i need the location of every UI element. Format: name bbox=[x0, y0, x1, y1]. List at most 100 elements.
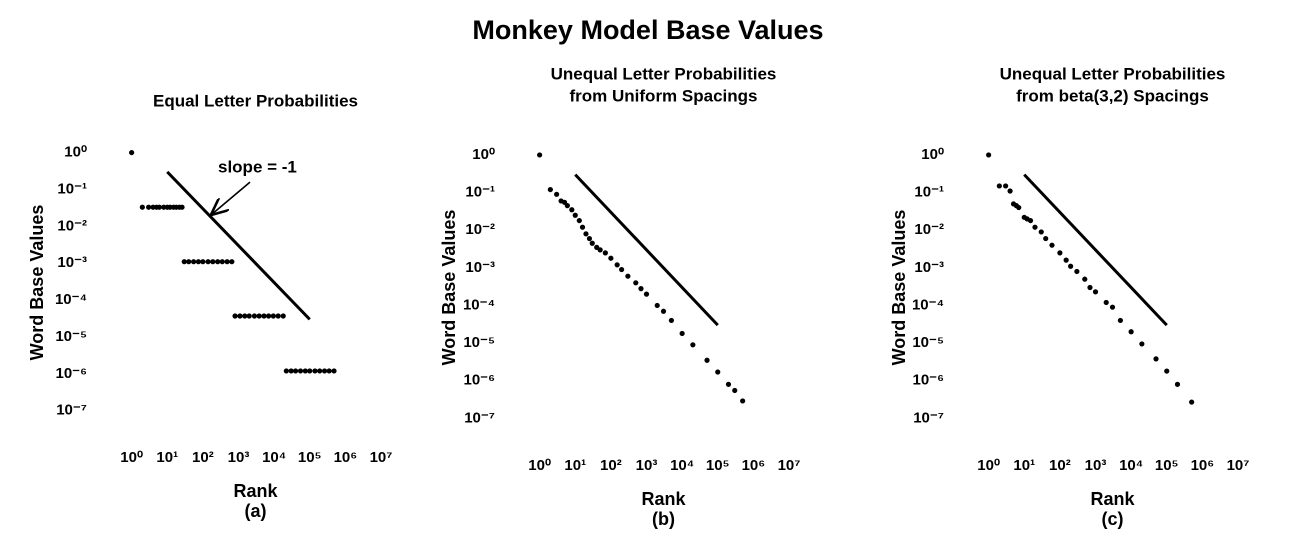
y-tick-label: 10⁻⁴ bbox=[55, 291, 87, 308]
point bbox=[1074, 268, 1080, 275]
point bbox=[156, 204, 162, 210]
point bbox=[179, 204, 185, 210]
point bbox=[283, 368, 289, 374]
y-tick-label: 10⁻¹ bbox=[465, 184, 495, 201]
x-tick-label: 10³ bbox=[636, 457, 658, 474]
point bbox=[1082, 276, 1088, 282]
panel-title: Unequal Letter Probabilities bbox=[551, 64, 777, 83]
y-tick-label: 10⁻² bbox=[465, 221, 495, 238]
point bbox=[280, 313, 286, 319]
panel-label: (c) bbox=[1102, 509, 1124, 529]
point bbox=[246, 313, 252, 319]
panel-label: (a) bbox=[245, 501, 267, 521]
point bbox=[292, 368, 299, 374]
point bbox=[181, 259, 187, 265]
point bbox=[1109, 304, 1116, 310]
point bbox=[602, 250, 608, 256]
point bbox=[186, 259, 192, 265]
y-tick-label: 10⁻⁷ bbox=[913, 409, 944, 426]
panel-title: from Uniform Spacings bbox=[570, 86, 758, 105]
point bbox=[275, 313, 281, 319]
point bbox=[715, 369, 721, 375]
x-tick-label: 10² bbox=[192, 449, 214, 466]
point bbox=[583, 231, 589, 237]
y-tick-label: 10⁻¹ bbox=[914, 184, 944, 201]
x-tick-label: 10² bbox=[1049, 457, 1071, 474]
point bbox=[679, 330, 685, 337]
point bbox=[554, 191, 560, 197]
point bbox=[302, 368, 308, 374]
point bbox=[1103, 299, 1109, 306]
point bbox=[205, 259, 211, 265]
panel-title: Unequal Letter Probabilities bbox=[1000, 64, 1226, 83]
point bbox=[307, 368, 313, 374]
y-tick-label: 10⁻⁴ bbox=[463, 296, 495, 313]
x-tick-label: 10¹ bbox=[156, 449, 178, 466]
y-tick-label: 10⁻⁵ bbox=[55, 328, 87, 345]
point bbox=[297, 368, 304, 374]
point bbox=[660, 308, 667, 314]
point bbox=[740, 398, 746, 404]
point bbox=[996, 183, 1002, 189]
point bbox=[1007, 188, 1013, 194]
point bbox=[572, 212, 578, 218]
point bbox=[1117, 317, 1124, 324]
x-tick-label: 10⁶ bbox=[742, 457, 766, 474]
point bbox=[256, 313, 262, 319]
y-tick-label: 10⁻² bbox=[914, 221, 944, 238]
panel: Unequal Letter Probabilities from beta(3,… bbox=[889, 64, 1250, 528]
x-tick-label: 10⁷ bbox=[370, 449, 393, 466]
reference-line bbox=[1023, 173, 1168, 327]
x-tick-label: 10¹ bbox=[564, 457, 586, 474]
point bbox=[219, 259, 225, 265]
point bbox=[537, 152, 543, 158]
x-tick-label: 10⁰ bbox=[120, 449, 143, 466]
point bbox=[643, 291, 650, 297]
point bbox=[1068, 263, 1074, 269]
point bbox=[200, 259, 206, 265]
point bbox=[237, 313, 243, 319]
point bbox=[608, 255, 614, 261]
y-tick-label: 10⁻⁶ bbox=[463, 372, 495, 389]
point bbox=[1032, 224, 1038, 230]
y-tick-label: 10⁰ bbox=[472, 146, 495, 163]
point bbox=[633, 280, 639, 286]
point bbox=[331, 368, 337, 374]
point bbox=[242, 313, 248, 319]
x-tick-label: 10⁰ bbox=[528, 457, 551, 474]
point bbox=[1049, 242, 1055, 248]
x-axis-label: Rank bbox=[641, 489, 686, 509]
point bbox=[312, 368, 318, 374]
y-tick-label: 10⁰ bbox=[921, 146, 944, 163]
point bbox=[1087, 284, 1093, 291]
x-tick-label: 10⁶ bbox=[334, 449, 358, 466]
x-tick-label: 10³ bbox=[228, 449, 250, 466]
point bbox=[625, 273, 631, 279]
x-tick-label: 10⁵ bbox=[298, 449, 322, 466]
y-tick-label: 10⁻⁶ bbox=[912, 372, 944, 389]
point bbox=[1164, 368, 1170, 374]
point bbox=[1003, 183, 1009, 189]
point bbox=[1189, 399, 1195, 405]
y-tick-label: 10⁻³ bbox=[914, 259, 944, 276]
point bbox=[654, 302, 660, 309]
panel: Equal Letter Probabilities 10⁰ 10¹ 10² 10³ 10… bbox=[27, 91, 393, 520]
point bbox=[1139, 341, 1145, 347]
reference-line bbox=[166, 170, 311, 321]
x-tick-label: 10² bbox=[600, 457, 622, 474]
point bbox=[321, 368, 328, 374]
point bbox=[1043, 235, 1049, 242]
x-tick-label: 10⁵ bbox=[706, 457, 730, 474]
x-tick-label: 10⁴ bbox=[670, 457, 694, 474]
x-tick-label: 10³ bbox=[1085, 457, 1107, 474]
x-tick-label: 10⁶ bbox=[1191, 457, 1215, 474]
y-tick-label: 10⁻⁵ bbox=[463, 334, 495, 351]
y-tick-label: 10⁻⁷ bbox=[56, 402, 87, 419]
point bbox=[638, 286, 644, 292]
y-tick-label: 10⁻⁴ bbox=[912, 296, 944, 313]
point bbox=[139, 204, 145, 210]
y-tick-label: 10⁻⁵ bbox=[912, 334, 944, 351]
point bbox=[690, 342, 696, 348]
point bbox=[1027, 217, 1034, 224]
